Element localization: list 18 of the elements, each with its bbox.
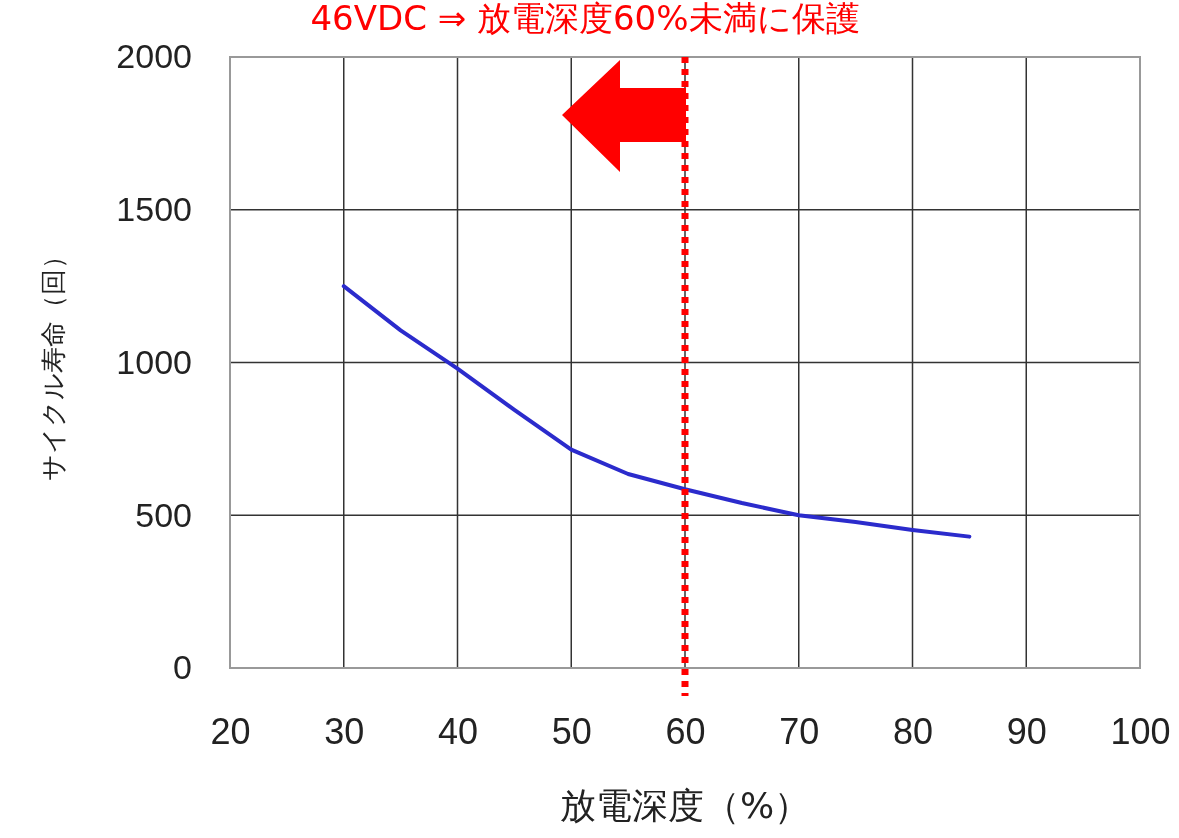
x-tick-label: 50	[551, 710, 592, 752]
y-tick-label: 2000	[116, 37, 192, 76]
x-tick-label: 70	[779, 710, 820, 752]
x-tick-label: 30	[324, 710, 365, 752]
x-tick-label: 100	[1110, 710, 1171, 752]
y-axis-title: サイクル寿命（回）	[38, 243, 68, 481]
x-tick-label: 40	[437, 710, 479, 752]
y-tick-label: 500	[135, 495, 192, 534]
line-series	[341, 284, 972, 539]
y-tick-label: 0	[173, 648, 192, 687]
x-axis-title: 放電深度（%）	[559, 785, 811, 826]
y-tick-label: 1500	[116, 190, 192, 229]
x-tick-label: 60	[665, 710, 706, 752]
x-tick-label: 90	[1006, 710, 1047, 752]
x-tick-label: 20	[210, 710, 251, 752]
chart-title: 46VDC ⇒ 放電深度60%未満に保護	[310, 0, 860, 38]
x-tick-label: 80	[892, 710, 934, 752]
y-tick-label: 1000	[116, 342, 192, 381]
